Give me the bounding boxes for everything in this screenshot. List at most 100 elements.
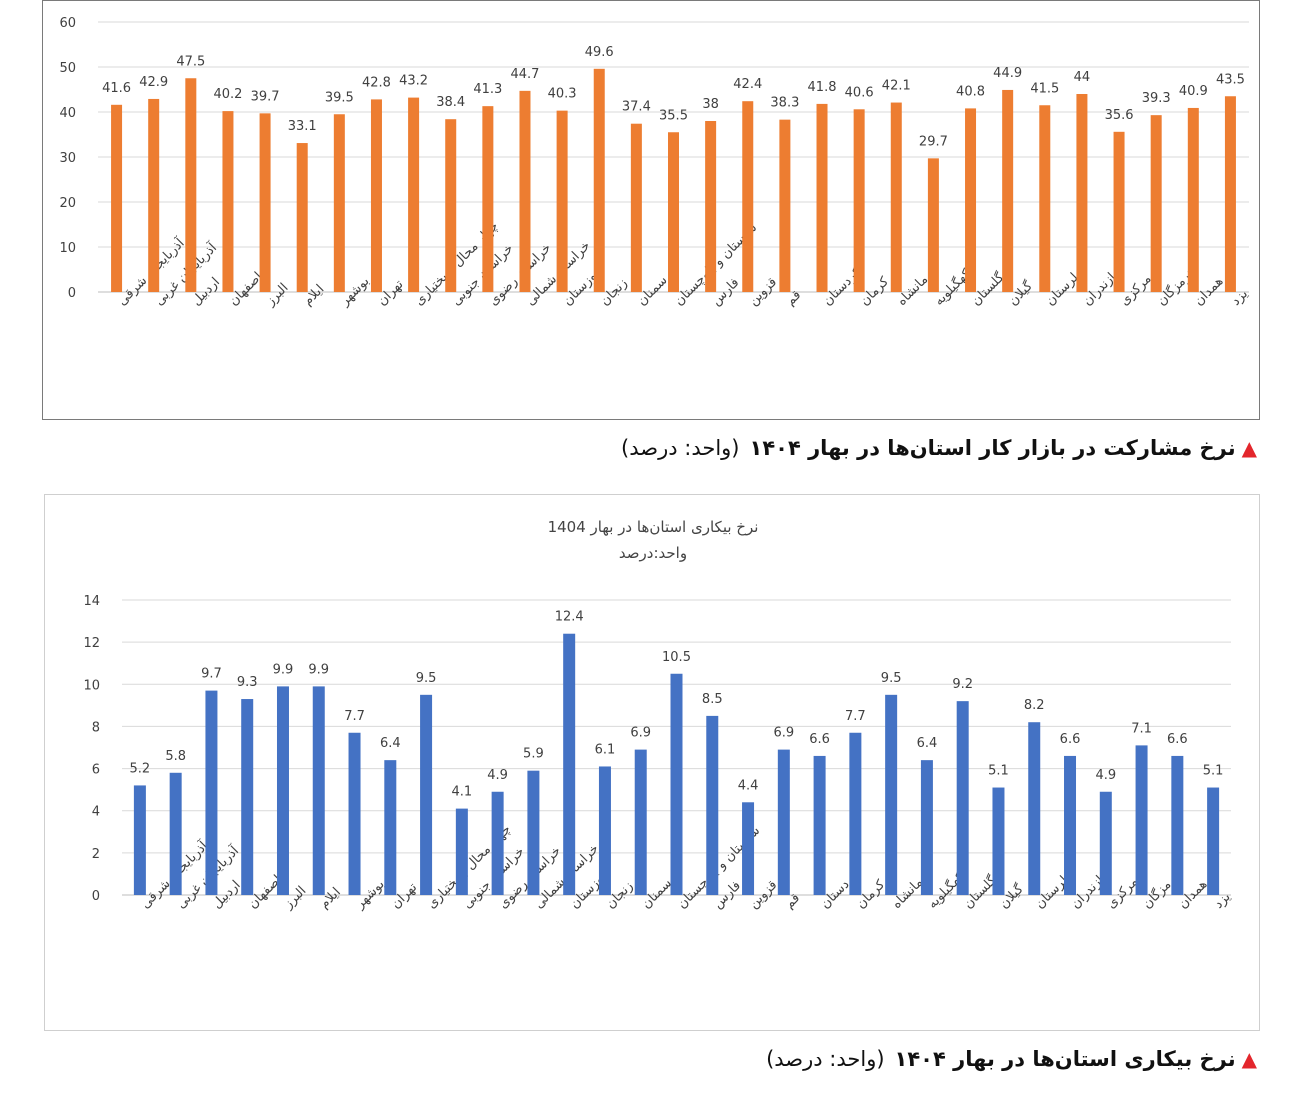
participation-y-tick-label: 50 bbox=[59, 61, 76, 76]
participation-data-label: 41.8 bbox=[808, 80, 837, 95]
unemployment-data-label: 5.8 bbox=[165, 749, 186, 764]
participation-data-label: 37.4 bbox=[622, 100, 651, 115]
participation-data-label: 44.7 bbox=[511, 67, 540, 82]
participation-data-label: 29.7 bbox=[919, 134, 948, 149]
caption-triangle-icon: ▲ bbox=[1241, 1047, 1257, 1071]
participation-data-label: 41.3 bbox=[473, 82, 502, 97]
participation-data-label: 39.3 bbox=[1142, 91, 1171, 106]
participation-data-label: 49.6 bbox=[585, 45, 614, 60]
unemployment-data-label: 6.1 bbox=[595, 742, 616, 757]
unemployment-data-label: 6.6 bbox=[1167, 732, 1188, 747]
unemployment-data-label: 6.9 bbox=[630, 726, 651, 741]
participation-y-tick-label: 0 bbox=[68, 286, 76, 301]
unemployment-bar bbox=[348, 732, 361, 895]
unemployment-bar bbox=[205, 690, 218, 895]
participation-bar bbox=[185, 78, 197, 292]
participation-data-label: 41.5 bbox=[1030, 81, 1059, 96]
unemployment-y-tick-label: 10 bbox=[83, 678, 100, 693]
unemployment-data-label: 6.4 bbox=[917, 736, 938, 751]
unemployment-data-label: 4.9 bbox=[487, 768, 508, 783]
participation-bar bbox=[1002, 89, 1014, 292]
unemployment-y-tick-label: 8 bbox=[92, 720, 100, 735]
unemployment-bar bbox=[169, 772, 182, 895]
unemployment-bar bbox=[849, 732, 862, 895]
unemployment-data-label: 9.5 bbox=[416, 671, 437, 686]
participation-bar bbox=[370, 99, 382, 293]
unemployment-bar bbox=[1028, 722, 1041, 895]
participation-bar bbox=[1150, 115, 1162, 293]
unemployment-bar bbox=[276, 686, 289, 895]
participation-bar bbox=[1187, 107, 1199, 292]
unemployment-bar bbox=[1135, 745, 1148, 895]
participation-bar bbox=[296, 143, 308, 292]
unemployment-bar bbox=[384, 760, 397, 895]
unemployment-bar bbox=[133, 785, 146, 895]
unemployment-y-tick-label: 6 bbox=[92, 763, 100, 778]
participation-data-label: 35.5 bbox=[659, 108, 688, 123]
participation-data-label: 42.1 bbox=[882, 79, 911, 94]
unemployment-data-label: 5.9 bbox=[523, 747, 544, 762]
participation-caption-text: نرخ مشارکت در بازار کار استان‌ها در بهار… bbox=[749, 436, 1236, 460]
unemployment-caption-text: نرخ بیکاری استان‌ها در بهار ۱۴۰۴ bbox=[894, 1047, 1236, 1071]
participation-data-label: 40.6 bbox=[845, 85, 874, 100]
unemployment-y-tick-label: 4 bbox=[92, 805, 100, 820]
unemployment-data-label: 5.2 bbox=[130, 761, 151, 776]
unemployment-title: نرخ بیکاری استان‌ها در بهار 1404 bbox=[548, 518, 759, 536]
participation-bar bbox=[1076, 94, 1088, 292]
participation-data-label: 38.4 bbox=[436, 95, 465, 110]
unemployment-data-label: 6.6 bbox=[1060, 732, 1081, 747]
unemployment-bar bbox=[813, 755, 826, 895]
unemployment-data-label: 9.5 bbox=[881, 671, 902, 686]
participation-caption: ▲ نرخ مشارکت در بازار کار استان‌ها در به… bbox=[621, 436, 1257, 460]
participation-bar bbox=[333, 114, 345, 292]
unemployment-chart: نرخ بیکاری استان‌ها در بهار 1404 واحد:درص… bbox=[44, 494, 1260, 1031]
unemployment-bar bbox=[312, 686, 325, 895]
unemployment-bar bbox=[742, 802, 755, 895]
unemployment-data-label: 5.1 bbox=[988, 764, 1009, 779]
participation-bar bbox=[593, 68, 605, 292]
unemployment-bar bbox=[706, 715, 719, 895]
participation-caption-unit: (واحد: درصد) bbox=[621, 436, 740, 460]
unemployment-bar bbox=[241, 699, 254, 895]
unemployment-data-label: 9.9 bbox=[273, 662, 294, 677]
participation-data-label: 40.3 bbox=[548, 87, 577, 102]
participation-bar bbox=[853, 109, 865, 292]
unemployment-data-label: 4.1 bbox=[452, 785, 473, 800]
participation-bar bbox=[482, 106, 494, 293]
participation-y-tick-label: 30 bbox=[59, 151, 76, 166]
participation-data-label: 38.3 bbox=[770, 96, 799, 111]
unemployment-caption: ▲ نرخ بیکاری استان‌ها در بهار ۱۴۰۴ (واحد… bbox=[766, 1047, 1257, 1071]
unemployment-bar bbox=[1171, 755, 1184, 895]
unemployment-data-label: 8.2 bbox=[1024, 698, 1045, 713]
unemployment-bar bbox=[455, 808, 468, 895]
unemployment-data-label: 4.4 bbox=[738, 778, 759, 793]
unemployment-data-label: 7.7 bbox=[344, 709, 365, 724]
unemployment-y-tick-label: 2 bbox=[92, 847, 100, 862]
unemployment-bar bbox=[634, 749, 647, 895]
participation-bar bbox=[445, 119, 457, 292]
unemployment-y-tick-label: 12 bbox=[83, 636, 100, 651]
unemployment-y-tick-label: 14 bbox=[83, 594, 100, 609]
unemployment-subtitle: واحد:درصد bbox=[619, 544, 687, 562]
participation-data-label: 38 bbox=[702, 97, 719, 112]
participation-chart: 0 10 20 30 40 50 60 41.6 آذربایجان شرقی 42.9 آذربا… bbox=[42, 0, 1260, 420]
participation-data-label: 44.9 bbox=[993, 66, 1022, 81]
unemployment-bar bbox=[598, 766, 611, 895]
participation-bar bbox=[742, 101, 754, 292]
participation-bar bbox=[1039, 105, 1051, 292]
participation-bar bbox=[965, 108, 977, 293]
unemployment-data-label: 7.1 bbox=[1131, 721, 1152, 736]
unemployment-data-label: 7.7 bbox=[845, 709, 866, 724]
participation-data-label: 39.5 bbox=[325, 90, 354, 105]
participation-data-label: 47.5 bbox=[176, 54, 205, 69]
unemployment-bar bbox=[1064, 755, 1077, 895]
participation-data-label: 40.8 bbox=[956, 84, 985, 99]
unemployment-chart-svg: نرخ بیکاری استان‌ها در بهار 1404 واحد:درص… bbox=[83, 518, 1233, 913]
participation-y-tick-label: 10 bbox=[59, 241, 76, 256]
participation-data-label: 42.9 bbox=[139, 75, 168, 90]
unemployment-y-tick-label: 0 bbox=[92, 889, 100, 904]
participation-data-label: 43.5 bbox=[1216, 72, 1245, 87]
participation-bar bbox=[148, 98, 160, 292]
unemployment-data-label: 6.9 bbox=[773, 726, 794, 741]
unemployment-data-label: 5.1 bbox=[1203, 764, 1224, 779]
